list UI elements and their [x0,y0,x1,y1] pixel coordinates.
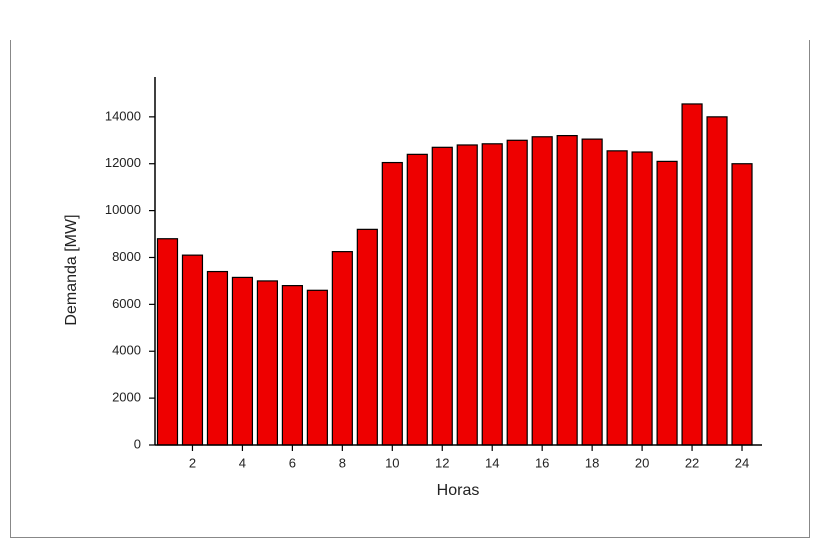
bar [256,280,278,446]
bar [506,139,528,446]
x-tick-label: 6 [289,455,296,470]
x-tick-label: 18 [585,455,599,470]
x-tick-label: 22 [685,455,699,470]
bar [581,138,603,446]
bar [731,163,753,446]
y-tick-label: 0 [134,436,141,451]
y-tick-label: 4000 [112,343,141,358]
bar [481,143,503,446]
x-tick-label: 20 [635,455,649,470]
bar [331,251,353,446]
frame [10,40,810,538]
y-axis-title: Demanda [MW] [63,214,80,325]
x-tick-label: 14 [485,455,499,470]
x-tick-label: 2 [189,455,196,470]
x-tick-label: 24 [735,455,749,470]
y-tick-label: 14000 [105,108,141,123]
y-tick-label: 2000 [112,390,141,405]
bar [406,153,428,446]
x-tick-label: 10 [385,455,399,470]
x-tick-label: 16 [535,455,549,470]
x-axis-title: Horas [437,482,480,499]
y-tick-label: 6000 [112,296,141,311]
bar [206,270,229,446]
bar [381,161,403,446]
bar [656,160,678,446]
bar [156,238,179,446]
bar [306,289,328,446]
bar [431,146,453,446]
bar [606,150,628,446]
x-tick-label: 8 [339,455,346,470]
bar [181,254,204,446]
bar [681,103,703,446]
bar [281,285,303,446]
y-tick-label: 8000 [112,249,141,264]
bar [456,144,478,446]
bar [556,134,578,446]
bar [231,276,254,446]
bar [631,151,653,446]
y-tick-label: 10000 [105,202,141,217]
y-tick-label: 12000 [105,155,141,170]
bar [356,228,378,446]
bar [531,136,553,446]
x-tick-label: 12 [435,455,449,470]
bar [706,116,728,446]
x-tick-label: 4 [239,455,246,470]
